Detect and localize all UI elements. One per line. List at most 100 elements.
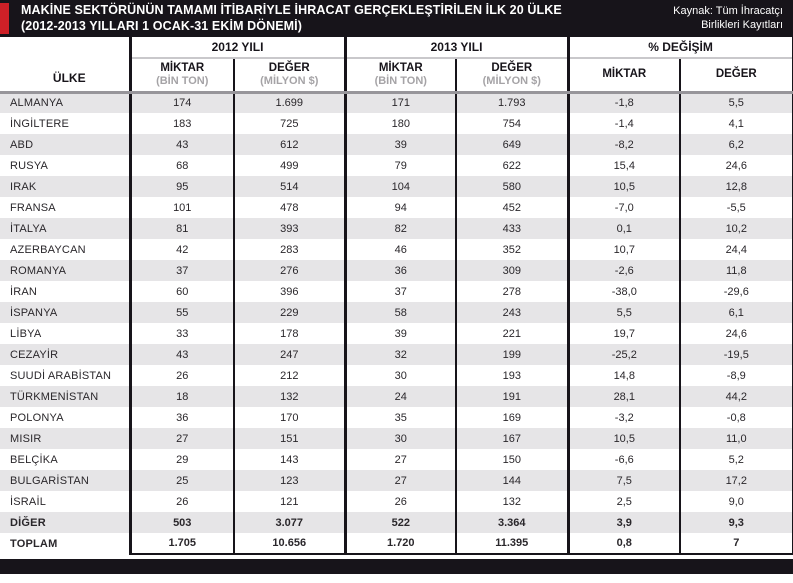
cell-deger-2012: 514	[232, 176, 346, 197]
cell-country: ROMANYA	[10, 264, 67, 277]
column-header-deger-2012: DEĞER (MİLYON $)	[232, 58, 346, 94]
cell-miktar-2013: 30	[343, 428, 457, 449]
cell-miktar-2012: 95	[128, 176, 234, 197]
cell-deger-2012: 393	[232, 218, 346, 239]
cell-deger-2013: 132	[455, 491, 569, 512]
column-header-pct-deger: DEĞER	[679, 58, 793, 94]
table-row: ABD 43 612 39 649 -8,2 6,2	[0, 134, 793, 155]
cell-deger-2013: 1.793	[455, 92, 569, 113]
page-title-line2: (2012-2013 YILLARI 1 OCAK-31 EKİM DÖNEMİ…	[21, 18, 303, 33]
table-row: İSPANYA 55 229 58 243 5,5 6,1	[0, 302, 793, 323]
cell-miktar-2013: 35	[343, 407, 457, 428]
cell-deger-2012: 178	[232, 323, 346, 344]
table-row: MISIR 27 151 30 167 10,5 11,0	[0, 428, 793, 449]
cell-miktar-2012: 43	[128, 344, 234, 365]
cell-miktar-2013: 36	[343, 260, 457, 281]
cell-miktar-2012: 174	[128, 92, 234, 113]
cell-pct-miktar: -3,2	[566, 407, 681, 428]
cell-pct-deger: 11,0	[679, 428, 793, 449]
table-row: CEZAYİR 43 247 32 199 -25,2 -19,5	[0, 344, 793, 365]
column-header-pct-miktar: MİKTAR	[566, 58, 681, 94]
cell-deger-2013: 11.395	[455, 533, 569, 555]
page-title: MAKİNE SEKTÖRÜNÜN TAMAMI İTİBARİYLE İHRA…	[21, 3, 562, 34]
cell-miktar-2013: 171	[343, 92, 457, 113]
cell-deger-2012: 499	[232, 155, 346, 176]
cell-miktar-2012: 101	[128, 197, 234, 218]
bottom-black-bar	[0, 559, 793, 574]
cell-deger-2012: 229	[232, 302, 346, 323]
group-header-2012: 2012 YILI	[128, 37, 346, 59]
cell-deger-2013: 649	[455, 134, 569, 155]
table-row: TÜRKMENİSTAN 18 132 24 191 28,1 44,2	[0, 386, 793, 407]
cell-country: BELÇİKA	[10, 453, 58, 466]
cell-pct-deger: 9,0	[679, 491, 793, 512]
column-header-miktar-2013: MİKTAR (BİN TON)	[343, 58, 457, 94]
cell-miktar-2013: 180	[343, 113, 457, 134]
miktar-label: MİKTAR	[160, 62, 205, 75]
page-title-line1: MAKİNE SEKTÖRÜNÜN TAMAMI İTİBARİYLE İHRA…	[21, 2, 562, 17]
cell-pct-miktar: 10,5	[566, 428, 681, 449]
cell-pct-deger: 24,6	[679, 323, 793, 344]
export-table: ÜLKE 2012 YILI 2013 YILI % DEĞİŞİM MİKTA…	[0, 37, 793, 555]
cell-miktar-2012: 37	[128, 260, 234, 281]
table-row: RUSYA 68 499 79 622 15,4 24,6	[0, 155, 793, 176]
cell-country: TÜRKMENİSTAN	[10, 390, 99, 403]
deger-unit-label: (MİLYON $)	[482, 75, 541, 88]
cell-pct-deger: 7	[679, 533, 793, 555]
cell-country: FRANSA	[10, 201, 56, 214]
cell-miktar-2012: 68	[128, 155, 234, 176]
table-row: İRAN 60 396 37 278 -38,0 -29,6	[0, 281, 793, 302]
cell-pct-deger: -0,8	[679, 407, 793, 428]
cell-deger-2012: 3.077	[232, 512, 346, 533]
cell-deger-2012: 612	[232, 134, 346, 155]
cell-miktar-2012: 183	[128, 113, 234, 134]
cell-pct-miktar: -7,0	[566, 197, 681, 218]
cell-miktar-2012: 33	[128, 323, 234, 344]
cell-deger-2012: 10.656	[232, 533, 346, 555]
cell-country: İSRAİL	[10, 495, 47, 508]
cell-deger-2013: 199	[455, 344, 569, 365]
cell-pct-miktar: 10,5	[566, 176, 681, 197]
cell-country: İTALYA	[10, 222, 47, 235]
deger-unit-label: (MİLYON $)	[260, 75, 319, 88]
cell-miktar-2012: 81	[128, 218, 234, 239]
cell-pct-miktar: -8,2	[566, 134, 681, 155]
cell-pct-deger: 4,1	[679, 113, 793, 134]
cell-pct-miktar: 0,8	[566, 533, 681, 555]
cell-deger-2013: 352	[455, 239, 569, 260]
cell-miktar-2012: 29	[128, 449, 234, 470]
title-bar: MAKİNE SEKTÖRÜNÜN TAMAMI İTİBARİYLE İHRA…	[0, 0, 793, 37]
deger-label: DEĞER	[268, 62, 310, 75]
cell-miktar-2013: 46	[343, 239, 457, 260]
cell-country: SUUDİ ARABİSTAN	[10, 369, 112, 382]
cell-country: CEZAYİR	[10, 348, 59, 361]
source-note-line2: Birlikleri Kayıtları	[701, 18, 783, 31]
cell-miktar-2012: 503	[128, 512, 234, 533]
cell-pct-deger: 10,2	[679, 218, 793, 239]
table-row: ALMANYA 174 1.699 171 1.793 -1,8 5,5	[0, 92, 793, 113]
cell-deger-2013: 452	[455, 197, 569, 218]
cell-pct-deger: -29,6	[679, 281, 793, 302]
cell-deger-2012: 212	[232, 365, 346, 386]
cell-miktar-2012: 26	[128, 365, 234, 386]
cell-country: İSPANYA	[10, 306, 58, 319]
cell-pct-deger: 44,2	[679, 386, 793, 407]
cell-deger-2012: 478	[232, 197, 346, 218]
cell-country: RUSYA	[10, 159, 49, 172]
cell-deger-2013: 580	[455, 176, 569, 197]
column-header-deger-2013: DEĞER (MİLYON $)	[455, 58, 569, 94]
cell-pct-deger: 11,8	[679, 260, 793, 281]
cell-pct-miktar: -38,0	[566, 281, 681, 302]
cell-pct-deger: -5,5	[679, 197, 793, 218]
table-row: SUUDİ ARABİSTAN 26 212 30 193 14,8 -8,9	[0, 365, 793, 386]
cell-miktar-2012: 42	[128, 239, 234, 260]
cell-deger-2013: 193	[455, 365, 569, 386]
table-row: İNGİLTERE 183 725 180 754 -1,4 4,1	[0, 113, 793, 134]
cell-pct-deger: 5,5	[679, 92, 793, 113]
cell-miktar-2013: 37	[343, 281, 457, 302]
cell-country: POLONYA	[10, 411, 64, 424]
cell-deger-2012: 123	[232, 470, 346, 491]
cell-pct-miktar: 28,1	[566, 386, 681, 407]
table-row: BELÇİKA 29 143 27 150 -6,6 5,2	[0, 449, 793, 470]
